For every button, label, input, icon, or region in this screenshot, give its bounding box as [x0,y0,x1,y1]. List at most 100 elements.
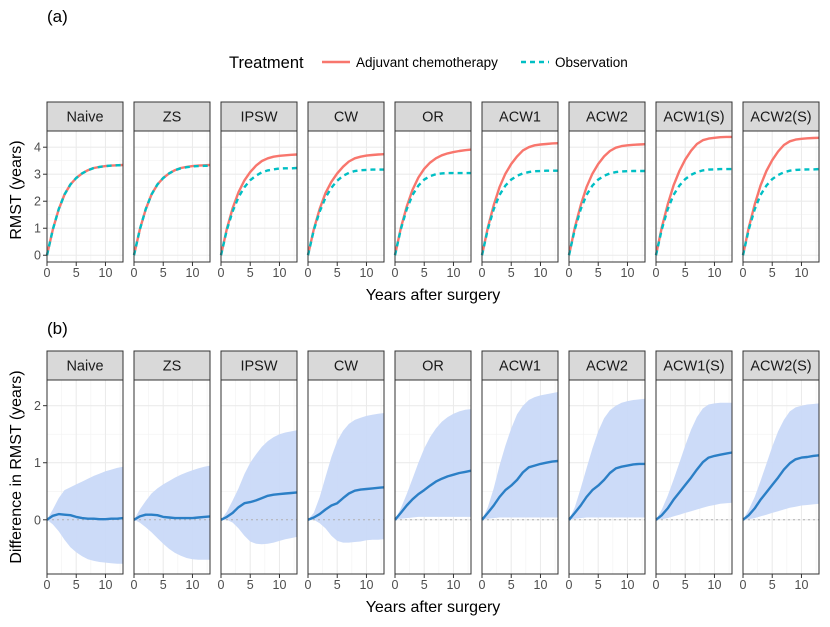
x-tick-label: 10 [447,578,461,592]
panel-border-b-acw2 [568,379,646,575]
x-axis-title-a: Years after surgery [366,287,501,304]
x-tick-label: 10 [708,578,722,592]
x-tick-label: 5 [421,266,428,280]
y-axis-title-a: RMST (years) [8,140,25,239]
line-difference-b-acw2 [568,462,645,521]
strip-a-acw1 [481,101,559,132]
line-adjuvant-a-acw1s [654,135,732,256]
strip-a-naive [46,101,124,132]
y-tick-label: 4 [34,141,41,155]
x-axis-title-b: Years after surgery [366,599,501,616]
x-tick-label: 5 [769,578,776,592]
ci-band-b-cw [308,413,384,543]
strip-a-ipsw [220,101,298,132]
line-adjuvant-a-acw2s [741,136,820,256]
x-tick-label: 0 [305,266,312,280]
x-tick-label: 0 [218,266,225,280]
strip-b-acw1s [655,350,733,381]
x-tick-label: 10 [360,578,374,592]
strip-label-a-acw2: ACW2 [586,110,628,126]
x-tick-label: 0 [566,578,573,592]
x-tick-label: 10 [99,266,113,280]
facet-b-acw1: ACW1 0 5 10 [479,350,559,592]
x-tick-label: 0 [44,578,51,592]
panel-border-b-ipsw [220,379,298,575]
x-tick-label: 5 [682,266,689,280]
x-tick-label: 0 [305,578,312,592]
panel-border-b-cw [307,379,385,575]
line-difference-b-acw1 [481,459,559,521]
line-adjuvant-a-ipsw [219,153,298,256]
panel-bg-a-ipsw [221,131,297,262]
panel-label-b: (b) [47,319,68,338]
x-tick-label: 0 [653,266,660,280]
x-tick-label: 10 [186,578,200,592]
line-observation-a-acw1 [480,169,558,256]
strip-label-a-ipsw: IPSW [240,110,277,126]
line-observation-a-or [393,171,471,256]
x-tick-label: 5 [160,578,167,592]
line-difference-b-zs [133,513,211,521]
x-tick-label: 5 [595,578,602,592]
x-tick-label: 10 [621,578,635,592]
y-tick-label: 0 [34,513,41,527]
x-tick-label: 5 [421,578,428,592]
strip-b-zs [133,350,211,381]
panel-bg-a-acw2s [743,131,819,262]
panel-bg-a-acw2 [569,131,645,262]
line-difference-b-naive [46,512,124,521]
strip-a-acw1s [655,101,733,132]
facet-b-acw2: ACW2 0 5 10 [566,350,646,592]
strip-b-naive [46,350,124,381]
line-difference-b-ipsw [220,491,298,521]
x-tick-label: 10 [447,266,461,280]
x-tick-label: 10 [534,266,548,280]
x-tick-label: 5 [334,578,341,592]
panel-border-a-ipsw [220,130,298,263]
panel-border-a-acw1s [655,130,733,263]
x-tick-label: 0 [479,578,486,592]
facet-a-acw2: ACW2 0 5 10 [566,101,646,280]
ci-band-b-zs [134,465,210,560]
strip-label-b-acw2: ACW2 [586,359,628,375]
x-tick-label: 0 [218,578,225,592]
x-tick-label: 5 [247,266,254,280]
x-tick-label: 5 [160,266,167,280]
panel-border-a-cw [307,130,385,263]
y-tick-label: 0 [34,249,41,263]
panel-border-a-naive [46,130,124,263]
panel-a-facets: Naive 0 5 10 0 1 2 3 4 ZS 0 5 10 IPSW 0 5 10 CW 0 5 10 OR 0 5 10… [34,101,820,280]
panel-bg-a-naive [47,131,123,262]
panel-border-a-or [394,130,472,263]
facet-b-or: OR 0 5 10 [392,350,472,592]
x-tick-label: 5 [247,578,254,592]
panel-bg-a-acw1s [656,131,732,262]
strip-label-b-or: OR [422,359,444,375]
line-adjuvant-a-or [393,148,472,256]
ci-band-b-naive [47,466,123,564]
facet-a-naive: Naive 0 5 10 0 1 2 3 4 [34,101,124,280]
line-difference-b-acw2s [742,454,820,521]
facet-a-acw1s: ACW1(S) 0 5 10 [653,101,733,280]
x-tick-label: 10 [360,266,374,280]
line-difference-b-acw1s [655,451,733,521]
line-observation-a-zs [132,164,210,256]
panel-border-a-acw2s [742,130,820,263]
x-tick-label: 0 [392,266,399,280]
legend-label-observation: Observation [555,55,628,70]
y-tick-label: 2 [34,195,41,209]
strip-label-a-naive: Naive [66,110,103,126]
x-tick-label: 0 [131,266,138,280]
strip-b-or [394,350,472,381]
facet-b-acw2s: ACW2(S) 0 5 10 [740,350,820,592]
x-tick-label: 10 [186,266,200,280]
panel-border-b-acw1s [655,379,733,575]
x-tick-label: 5 [682,578,689,592]
line-difference-b-or [394,469,472,521]
line-observation-a-acw2 [567,169,645,256]
legend-label-adjuvant: Adjuvant chemotherapy [356,55,498,70]
panel-border-b-zs [133,379,211,575]
x-tick-label: 5 [595,266,602,280]
x-tick-label: 5 [769,266,776,280]
